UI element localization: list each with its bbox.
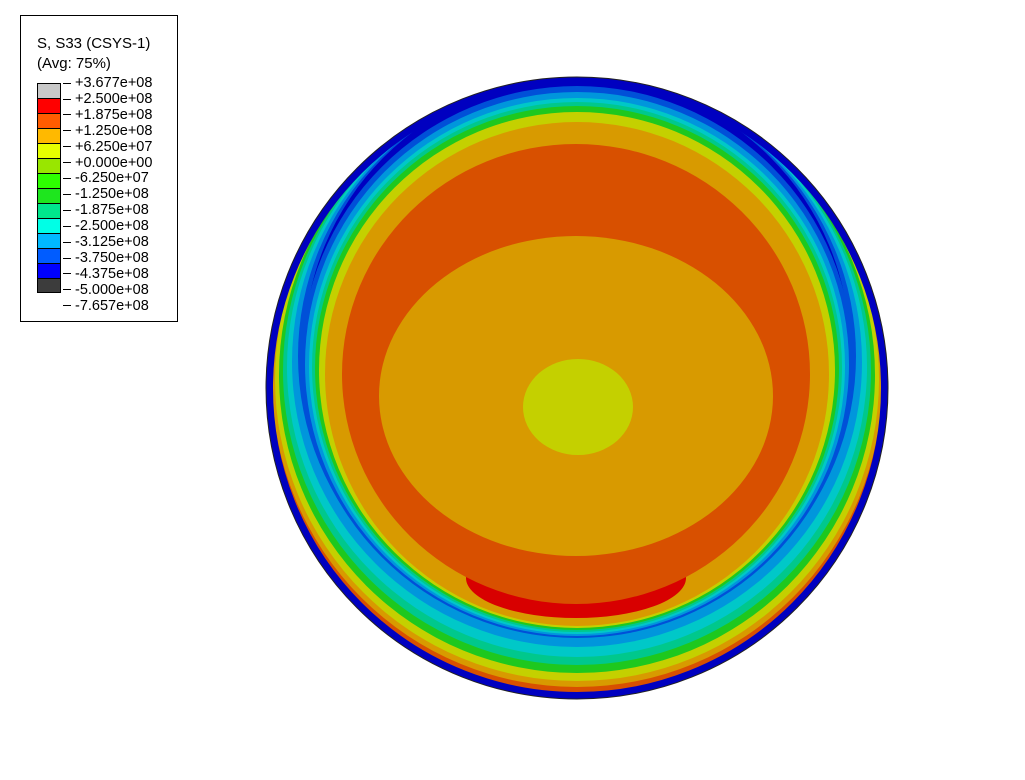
- legend-level-label: +1.875e+08: [63, 107, 152, 123]
- legend-level-label: +0.000e+00: [63, 155, 152, 171]
- legend-subtitle: (Avg: 75%): [37, 55, 111, 72]
- legend-swatch: [37, 128, 61, 143]
- legend-level-label: -3.750e+08: [63, 250, 149, 266]
- legend-level-label: +6.250e+07: [63, 139, 152, 155]
- model-outline: [265, 76, 889, 700]
- legend-swatch: [37, 248, 61, 263]
- legend-level-label: -3.125e+08: [63, 234, 149, 250]
- legend-level-label: +3.677e+08: [63, 75, 152, 91]
- legend-swatch: [37, 263, 61, 278]
- legend-swatch: [37, 188, 61, 203]
- legend-level-label: -5.000e+08: [63, 282, 149, 298]
- legend-swatch: [37, 98, 61, 113]
- legend-swatch: [37, 278, 61, 293]
- legend-level-label: -7.657e+08: [63, 298, 149, 314]
- legend-level-label: -1.875e+08: [63, 202, 149, 218]
- legend-level-label: -1.250e+08: [63, 186, 149, 202]
- legend-level-label: -2.500e+08: [63, 218, 149, 234]
- legend-level-label: -6.250e+07: [63, 170, 149, 186]
- legend-swatch: [37, 233, 61, 248]
- legend-swatch: [37, 203, 61, 218]
- legend-level-label: +1.250e+08: [63, 123, 152, 139]
- legend-color-bar: [37, 83, 61, 293]
- legend-title: S, S33 (CSYS-1): [37, 35, 151, 52]
- legend-swatch: [37, 173, 61, 188]
- legend-swatch: [37, 158, 61, 173]
- legend-level-label: -4.375e+08: [63, 266, 149, 282]
- legend-swatch: [37, 218, 61, 233]
- contour-band: [523, 359, 633, 455]
- legend-swatch: [37, 83, 61, 98]
- contour-legend: S, S33 (CSYS-1) (Avg: 75%) +3.677e+08 +2.…: [20, 15, 178, 322]
- legend-swatch: [37, 113, 61, 128]
- legend-level-label: +2.500e+08: [63, 91, 152, 107]
- legend-swatch: [37, 143, 61, 158]
